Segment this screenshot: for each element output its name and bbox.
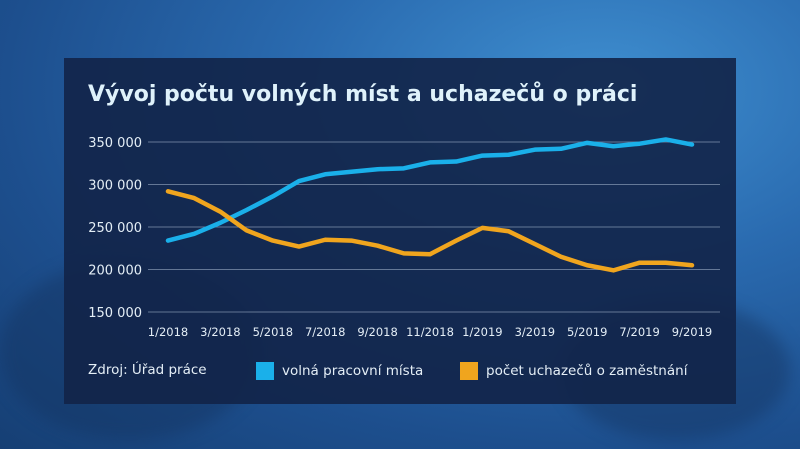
legend-item-applicants: počet uchazečů o zaměstnání bbox=[460, 362, 687, 380]
y-tick-label: 350 000 bbox=[88, 136, 142, 151]
chart-panel: Vývoj počtu volných míst a uchazečů o pr… bbox=[64, 58, 736, 404]
series-line-1 bbox=[165, 189, 695, 273]
y-tick-label: 150 000 bbox=[88, 306, 142, 321]
x-tick-label: 1/2019 bbox=[462, 325, 502, 339]
source-label: Zdroj: Úřad práce bbox=[88, 362, 207, 378]
x-tick-label: 7/2019 bbox=[619, 325, 659, 339]
series-line-0 bbox=[165, 137, 695, 243]
x-tick-label: 7/2018 bbox=[305, 325, 345, 339]
x-tick-label: 5/2018 bbox=[253, 325, 293, 339]
legend-item-vacancies: volná pracovní místa bbox=[256, 362, 423, 380]
y-tick-label: 300 000 bbox=[88, 179, 142, 194]
x-tick-label: 3/2019 bbox=[515, 325, 555, 339]
legend-swatch bbox=[460, 362, 478, 380]
y-tick-label: 200 000 bbox=[88, 264, 142, 279]
legend-label: volná pracovní místa bbox=[282, 363, 424, 379]
x-tick-label: 1/2018 bbox=[148, 325, 188, 339]
legend-swatch bbox=[256, 362, 274, 380]
x-tick-label: 5/2019 bbox=[567, 325, 607, 339]
legend: Zdroj: Úřad práce volná pracovní místa p… bbox=[88, 362, 728, 384]
x-tick-label: 11/2018 bbox=[406, 325, 454, 339]
y-tick-label: 250 000 bbox=[88, 221, 142, 236]
x-tick-label: 3/2018 bbox=[200, 325, 240, 339]
x-tick-label: 9/2018 bbox=[357, 325, 397, 339]
x-tick-label: 9/2019 bbox=[672, 325, 712, 339]
legend-label: počet uchazečů o zaměstnání bbox=[486, 363, 688, 379]
chart-title: Vývoj počtu volných míst a uchazečů o pr… bbox=[88, 82, 638, 107]
line-chart: 350 000 300 000 250 000 200 000 150 000 1/201… bbox=[88, 136, 720, 339]
